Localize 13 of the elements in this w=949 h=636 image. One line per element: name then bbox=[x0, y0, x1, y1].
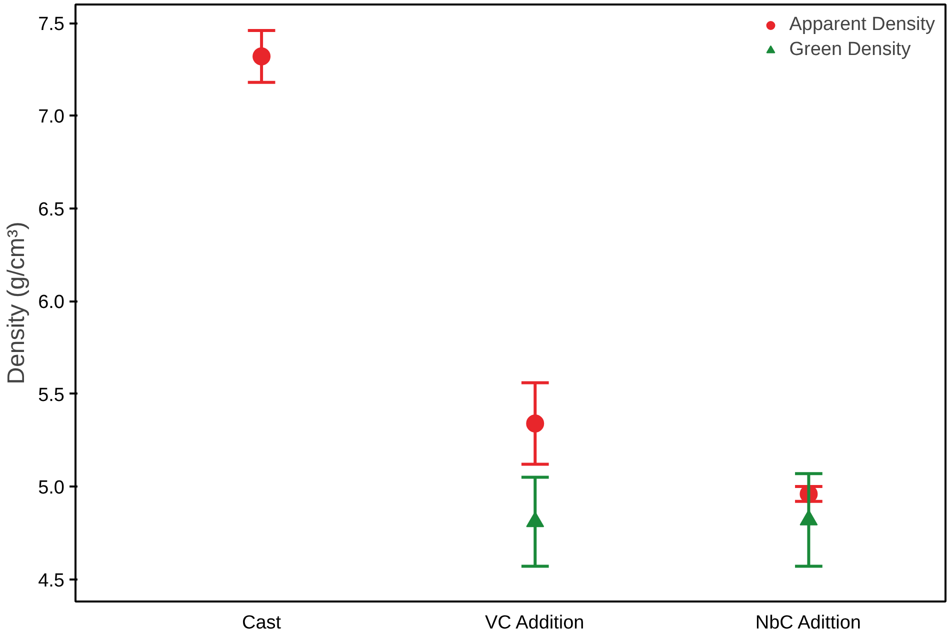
x-tick-label: NbC Adittion bbox=[755, 612, 861, 634]
x-tick-label: VC Addition bbox=[484, 612, 584, 634]
y-tick-label: 5.0 bbox=[38, 478, 65, 499]
y-tick-label: 5.5 bbox=[38, 384, 65, 406]
y-tick-label: 6.5 bbox=[38, 199, 65, 220]
y-axis-title: Density (g/cm³) bbox=[3, 222, 30, 384]
legend-label: Apparent Density bbox=[789, 14, 935, 36]
y-tick-label: 6.0 bbox=[38, 292, 65, 314]
legend-label: Green Density bbox=[789, 39, 911, 61]
y-tick-label: 7.5 bbox=[38, 14, 65, 36]
x-tick-label: Cast bbox=[242, 612, 282, 634]
y-tick-label: 7.0 bbox=[38, 106, 65, 128]
y-tick-label: 4.5 bbox=[38, 570, 65, 592]
